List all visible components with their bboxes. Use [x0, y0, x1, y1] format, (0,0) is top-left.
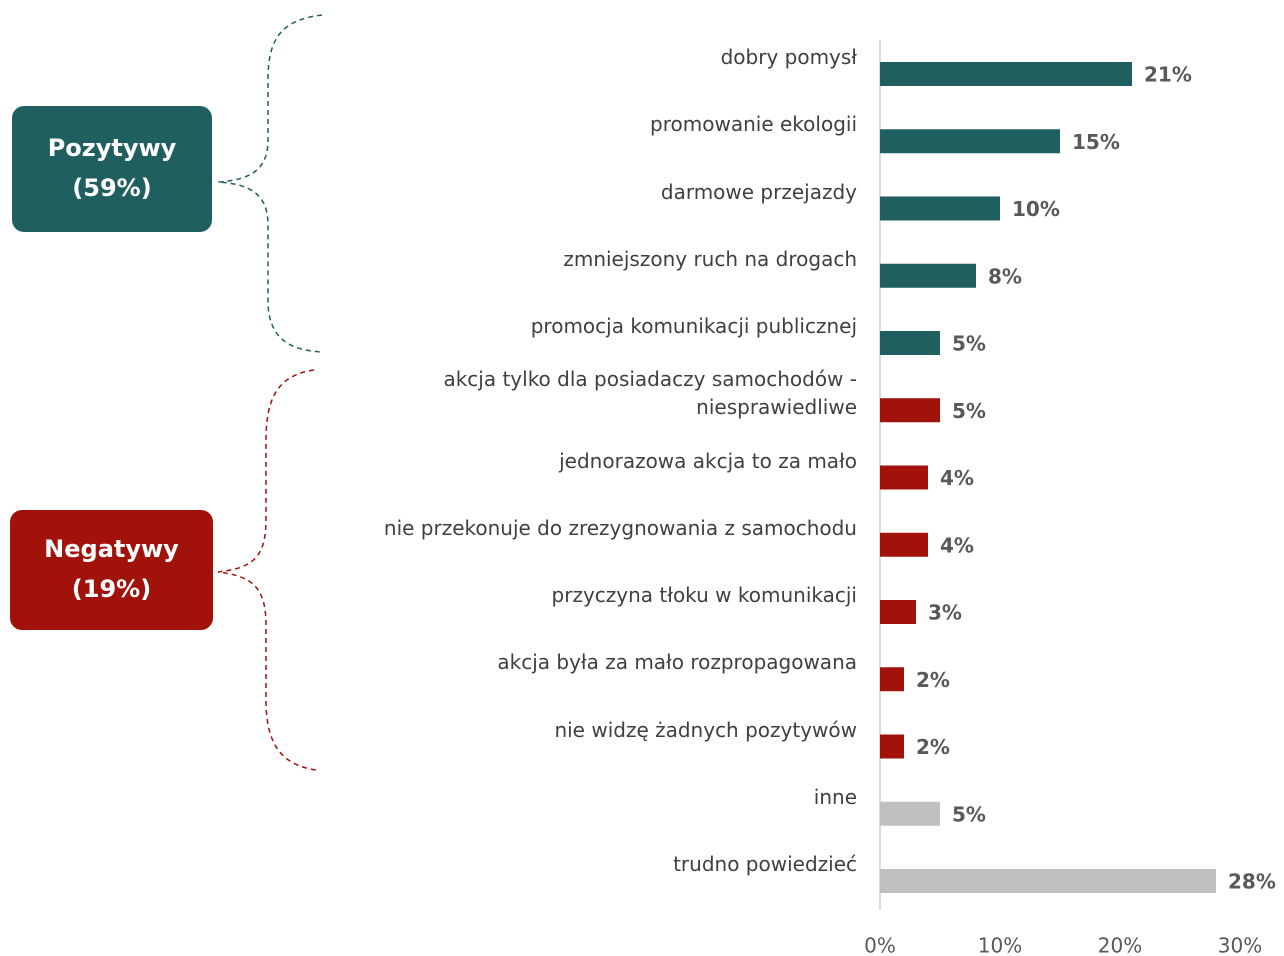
category-label: dobry pomysł: [300, 25, 857, 89]
group-share: (59%): [72, 174, 151, 202]
category-text: trudno powiedzieć: [673, 852, 857, 876]
category-text: inne: [813, 784, 857, 809]
category-text: jednorazowa akcja to za mało: [559, 448, 857, 473]
category-label: nie widzę żadnych pozytywów: [300, 698, 857, 762]
bar: [880, 196, 1000, 221]
category-label: akcja tylko dla posiadaczy samochodów - …: [300, 361, 857, 425]
category-text: przyczyna tłoku w komunikacji: [551, 583, 857, 607]
category-label: zmniejszony ruch na drogach: [300, 227, 857, 291]
category-text: akcja była za mało rozpropagowana: [497, 650, 857, 675]
bar: [880, 263, 976, 288]
category-label: nie przekonuje do zrezygnowania z samoch…: [300, 496, 857, 560]
category-label: przyczyna tłoku w komunikacji: [300, 563, 857, 627]
value-label: 21%: [1144, 63, 1192, 87]
value-label: 4%: [940, 466, 974, 490]
value-label: 5%: [952, 399, 986, 423]
x-tick-label: 20%: [1098, 934, 1142, 956]
group-label: Pozytywy: [48, 134, 177, 162]
category-text: nie widzę żadnych pozytywów: [554, 717, 857, 742]
x-tick-label: 10%: [978, 934, 1022, 956]
bar: [880, 129, 1060, 154]
bar: [880, 600, 916, 624]
category-label: promowanie ekologii: [300, 92, 857, 156]
bar: [880, 331, 940, 355]
bracket: [217, 14, 323, 353]
bar: [880, 62, 1132, 86]
x-tick-label: 0%: [864, 934, 896, 956]
category-text: dobry pomysł: [720, 45, 857, 69]
bar: [880, 667, 904, 692]
x-tick-label: 30%: [1218, 934, 1262, 956]
bar: [880, 801, 940, 826]
category-label: akcja była za mało rozpropagowana: [300, 630, 857, 694]
category-label: jednorazowa akcja to za mało: [300, 429, 857, 493]
value-label: 3%: [928, 601, 962, 625]
category-label: promocja komunikacji publicznej: [300, 294, 857, 358]
bracket: [217, 369, 317, 771]
category-text: promowanie ekologii: [650, 112, 857, 137]
bar: [880, 465, 928, 490]
value-label: 4%: [940, 533, 974, 557]
category-text: promocja komunikacji publicznej: [530, 314, 857, 338]
category-label: inne: [300, 765, 857, 829]
value-label: 8%: [988, 264, 1022, 288]
category-text: nie przekonuje do zrezygnowania z samoch…: [383, 515, 857, 540]
value-label: 10%: [1012, 197, 1060, 221]
category-text: zmniejszony ruch na drogach: [563, 246, 857, 271]
bar: [880, 869, 1216, 893]
bar: [880, 734, 904, 759]
bar: [880, 532, 928, 557]
value-label: 2%: [916, 735, 950, 759]
group-label: Negatywy: [44, 535, 179, 563]
value-label: 15%: [1072, 130, 1120, 154]
category-text: akcja tylko dla posiadaczy samochodów - …: [443, 367, 857, 420]
group-box: [12, 106, 212, 232]
category-label: trudno powiedzieć: [300, 832, 857, 896]
bar: [880, 398, 940, 423]
value-label: 5%: [952, 332, 986, 356]
group-share: (19%): [72, 575, 151, 603]
group-box: [10, 510, 213, 630]
value-label: 5%: [952, 802, 986, 826]
value-label: 2%: [916, 668, 950, 692]
value-label: 28%: [1228, 870, 1276, 894]
category-text: darmowe przejazdy: [660, 179, 857, 204]
category-label: darmowe przejazdy: [300, 160, 857, 224]
